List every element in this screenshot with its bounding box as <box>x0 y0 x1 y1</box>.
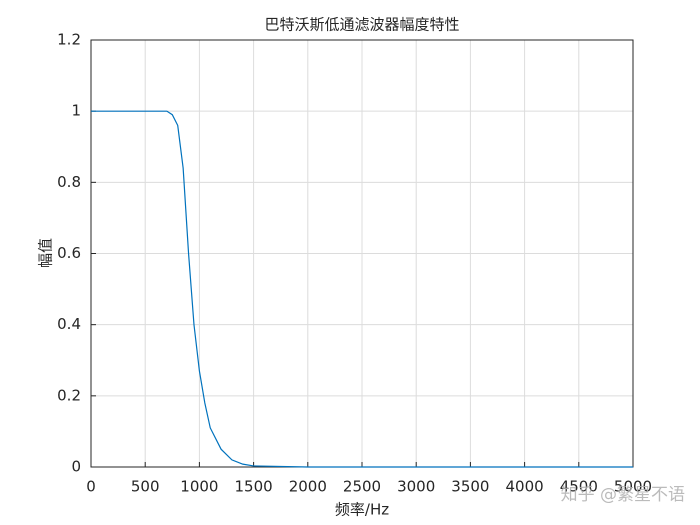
x-tick-label: 4000 <box>506 478 544 496</box>
y-tick-label: 0.4 <box>57 315 81 333</box>
x-tick-label: 2000 <box>289 478 327 496</box>
y-tick-label: 0 <box>71 458 81 476</box>
x-tick-label: 3500 <box>451 478 489 496</box>
x-tick-label: 500 <box>131 478 160 496</box>
x-tick-label: 1500 <box>235 478 273 496</box>
x-tick-label: 0 <box>86 478 96 496</box>
y-tick-label: 0.6 <box>57 244 81 262</box>
y-tick-label: 0.8 <box>57 173 81 191</box>
x-tick-label: 3000 <box>397 478 435 496</box>
x-tick-label: 2500 <box>343 478 381 496</box>
watermark: 知乎 @繁星不语 <box>561 485 685 505</box>
series-line <box>91 110 633 468</box>
x-tick-label: 5000 <box>614 478 652 496</box>
chart-title: 巴特沃斯低通滤波器幅度特性 <box>264 16 459 34</box>
x-axis-label: 频率/Hz <box>335 501 389 519</box>
y-tick-label: 1 <box>71 102 81 120</box>
y-tick-label: 0.2 <box>57 386 81 404</box>
x-tick-label: 4500 <box>560 478 598 496</box>
x-tick-label: 1000 <box>180 478 218 496</box>
y-tick-label: 1.2 <box>57 31 81 49</box>
y-axis-label: 幅值 <box>37 238 55 268</box>
